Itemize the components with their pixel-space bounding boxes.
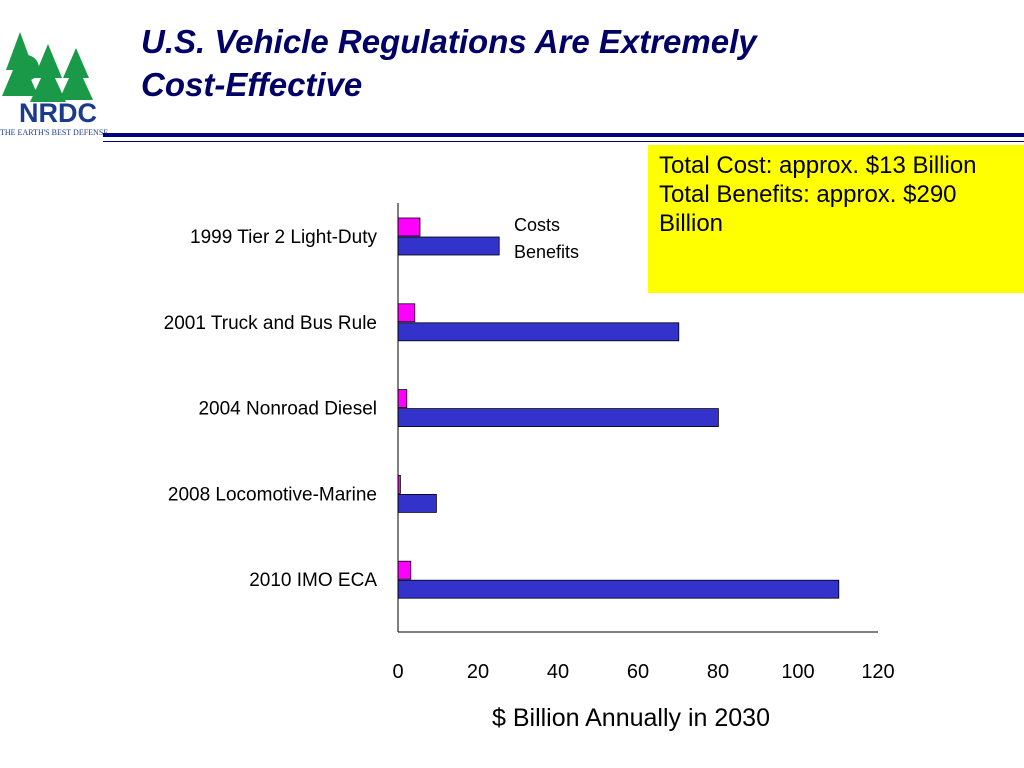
title-rule-thin	[103, 141, 1024, 142]
summary-total-benefits: Total Benefits: approx. $290 Billion	[659, 181, 957, 237]
logo-tagline: THE EARTH'S BEST DEFENSE	[0, 128, 108, 137]
category-label: 2004 Nonroad Diesel	[198, 399, 377, 420]
bar-benefits	[397, 493, 437, 513]
category-label: 2010 IMO ECA	[249, 570, 377, 591]
x-axis-label: $ Billion Annually in 2030	[492, 704, 770, 732]
x-tick-label: 80	[707, 661, 729, 683]
slide-title-line: U.S. Vehicle Regulations Are Extremely	[141, 23, 757, 60]
x-tick-label: 40	[547, 661, 569, 683]
tree-icon	[2, 32, 93, 102]
x-tick-label: 20	[467, 661, 489, 683]
x-tick-label: 120	[861, 661, 894, 683]
bar-benefits	[397, 579, 840, 599]
bar-benefits	[397, 408, 719, 428]
slide-title: U.S. Vehicle Regulations Are Extremely C…	[141, 20, 941, 106]
category-label: 2001 Truck and Bus Rule	[164, 313, 377, 334]
category-label: 2008 Locomotive-Marine	[168, 484, 377, 505]
title-rule-thick	[103, 133, 1024, 137]
bar-costs	[397, 303, 416, 323]
bar-costs	[397, 217, 421, 237]
bar-costs	[397, 560, 412, 580]
legend-benefits: Benefits	[514, 242, 579, 262]
x-tick-label: 100	[781, 661, 814, 683]
logo-wordmark: NRDC	[19, 98, 97, 128]
bar-benefits	[397, 322, 680, 342]
nrdc-logo: NRDC THE EARTH'S BEST DEFENSE	[0, 32, 108, 137]
x-tick-label: 60	[627, 661, 649, 683]
bar-costs	[397, 389, 408, 409]
summary-total-cost: Total Cost: approx. $13 Billion	[659, 152, 977, 179]
x-tick-label: 0	[392, 661, 403, 683]
summary-box: Total Cost: approx. $13 Billion Total Be…	[648, 145, 1024, 293]
bar-benefits	[397, 236, 500, 256]
slide-title-line: Cost-Effective	[141, 66, 363, 103]
category-label: 1999 Tier 2 Light-Duty	[190, 227, 377, 248]
legend-costs: Costs	[514, 215, 560, 235]
